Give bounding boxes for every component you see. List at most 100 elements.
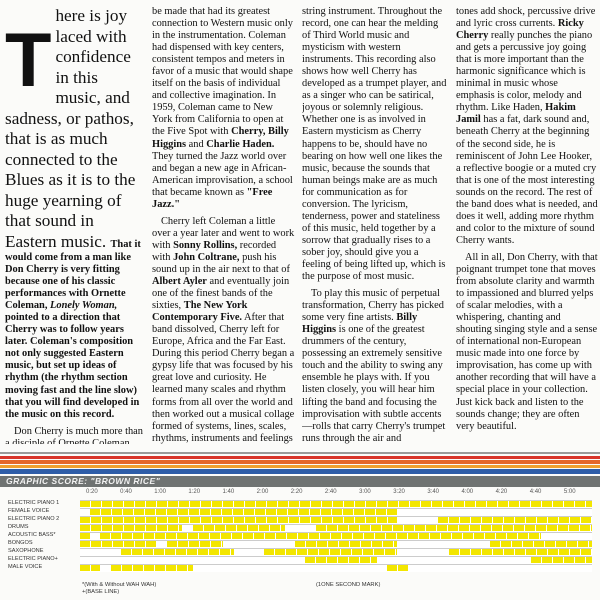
paragraph: To play this music of perpetual transfor…	[302, 288, 448, 444]
track-fill	[264, 549, 398, 555]
text-run: really punches the piano and gets a perc…	[456, 30, 593, 114]
track	[80, 516, 592, 524]
track	[80, 556, 592, 564]
text-run: is one of the greatest drummers of the c…	[302, 324, 446, 444]
text-run: All in all, Don Cherry, with that poigna…	[456, 251, 598, 432]
track-label: BONGOS	[8, 540, 33, 546]
column: be made that had its greatest connection…	[152, 6, 295, 444]
text-run: The New York Contemporary Five.	[152, 300, 248, 324]
track-label: ELECTRIC PIANO+	[8, 556, 58, 562]
track-fill	[120, 549, 234, 555]
track-label: SAXOPHONE	[8, 548, 44, 554]
time-mark: 4:00	[461, 489, 474, 495]
track-label: ACOUSTIC BASS*	[8, 532, 56, 538]
time-mark: 2:00	[256, 489, 269, 495]
graphic-score: GRAPHIC SCORE: "BROWN RICE" 0:20 0:40 1:00…	[0, 476, 600, 600]
paragraph: be made that had its greatest connection…	[152, 6, 295, 211]
text-run: pointed to a direction that Cherry was t…	[5, 312, 140, 420]
track	[80, 508, 592, 516]
time-mark: 3:20	[393, 489, 405, 495]
second-mark: (1ONE SECOND MARK)	[316, 582, 381, 588]
text-run: Hakim Jamil	[456, 102, 576, 126]
text-run: Billy Higgins	[302, 312, 418, 336]
paragraph: Don Cherry is much more than a disciple …	[5, 426, 147, 444]
text-run: "Free Jazz."	[152, 186, 273, 210]
time-mark: 1:20	[188, 489, 201, 495]
track-fill	[80, 541, 157, 547]
paragraph: All in all, Don Cherry, with that poigna…	[456, 252, 598, 433]
time-mark: 3:00	[359, 489, 371, 495]
text-run: That it would come from a man like Don C…	[5, 238, 141, 312]
track	[80, 564, 592, 572]
paragraph: Cherry left Coleman a little over a year…	[152, 216, 295, 444]
text-run: Albert Ayler	[152, 276, 207, 288]
track-label: DRUMS	[8, 524, 29, 530]
column: tones add shock, percussive drive and ly…	[456, 6, 598, 444]
track-fill	[387, 565, 408, 571]
text-run: Don Cherry is much more than a disciple …	[5, 425, 143, 444]
track-fill	[295, 541, 398, 547]
track-fill	[80, 517, 398, 523]
score-title: GRAPHIC SCORE: "BROWN RICE"	[0, 476, 600, 487]
text-run: Cherry left Coleman a little over a year…	[152, 215, 295, 251]
track-fill	[100, 533, 541, 539]
track-label: ELECTRIC PIANO 1	[8, 500, 60, 506]
time-mark: 4:20	[495, 489, 508, 495]
time-mark: 2:20	[290, 489, 303, 495]
track-fill	[438, 517, 592, 523]
text-run: recorded with	[152, 239, 277, 263]
time-mark: 5:00	[563, 489, 576, 495]
text-run: They turned the Jazz world over and bega…	[152, 150, 293, 198]
text-run: has a fat, dark sound and, beneath Cherr…	[456, 114, 598, 246]
time-mark: 1:00	[154, 489, 166, 495]
text-run: here is joy laced with confidence in thi…	[5, 6, 136, 251]
text-run: tones add shock, percussive drive and ly…	[456, 6, 596, 30]
track-fill	[110, 565, 193, 571]
track-fill	[192, 525, 285, 531]
text-run: string instrument. Throughout the record…	[302, 6, 447, 283]
text-run: and eventually join one of the finest ba…	[152, 276, 290, 312]
track	[80, 524, 592, 532]
score-row: ELECTRIC PIANO 2	[0, 515, 600, 524]
track-fill	[80, 565, 101, 571]
track-fill	[80, 533, 91, 539]
text-run: push his sound up in the air next to tha…	[152, 251, 290, 275]
text-run: To play this music of perpetual transfor…	[302, 288, 444, 324]
track	[80, 540, 592, 548]
text-run: be made that had its greatest connection…	[152, 6, 293, 138]
track-fill	[167, 541, 224, 547]
footnote: +(BASE LINE)	[82, 589, 120, 595]
paragraph: string instrument. Throughout the record…	[302, 6, 448, 283]
score-row: BONGOS	[0, 539, 600, 548]
time-marks: 0:20 0:40 1:00 1:20 1:40 2:00 2:20 2:40 3:00 3:20…	[80, 489, 592, 498]
track	[80, 500, 592, 508]
track-fill	[90, 509, 398, 515]
color-stripes	[0, 452, 600, 474]
track	[80, 532, 592, 540]
time-mark: 4:40	[529, 489, 542, 495]
score-row: SAXOPHONE	[0, 547, 600, 556]
time-mark: 0:40	[120, 489, 132, 495]
track	[80, 548, 592, 556]
text-run: Charlie Haden.	[206, 138, 275, 150]
column: string instrument. Throughout the record…	[302, 6, 448, 444]
drop-cap: T	[5, 18, 52, 103]
text-run: Cherry, Billy Higgins	[152, 126, 289, 150]
text-run: After that band dissolved, Cherry left f…	[152, 312, 295, 444]
text-run: Lonely Woman,	[50, 300, 118, 312]
time-mark: 1:40	[222, 489, 235, 495]
time-mark: 3:40	[427, 489, 440, 495]
time-mark: 2:40	[324, 489, 337, 495]
text-run: and	[186, 138, 207, 150]
text-run: Ricky Cherry	[456, 18, 584, 42]
score-row: MALE VOICE	[0, 563, 600, 572]
score-row: ELECTRIC PIANO+	[0, 555, 600, 564]
track-fill	[489, 541, 592, 547]
score-row: DRUMS	[0, 523, 600, 532]
text-run: John Coltrane,	[173, 251, 240, 263]
score-row: ACOUSTIC BASS*	[0, 531, 600, 540]
footnote: *(With & Without WAH WAH)	[82, 582, 157, 588]
track-label: ELECTRIC PIANO 2	[8, 516, 60, 522]
